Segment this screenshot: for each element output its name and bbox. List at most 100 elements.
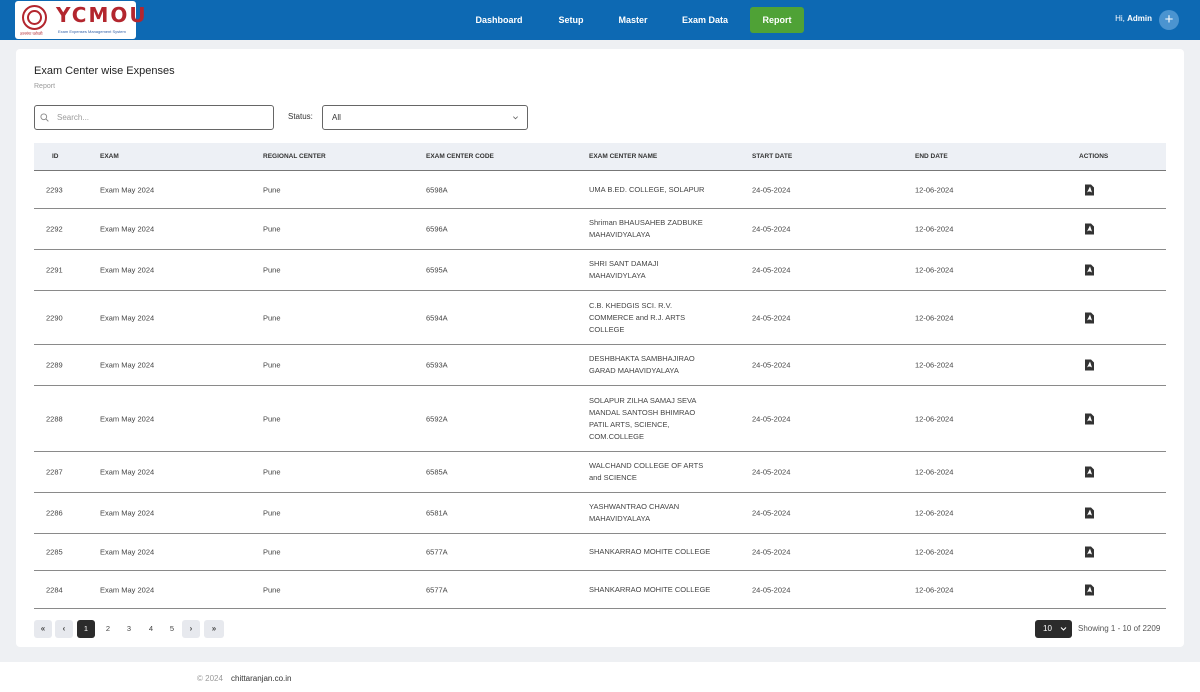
pdf-icon[interactable] [1085, 584, 1094, 595]
pdf-icon[interactable] [1085, 413, 1094, 424]
nav-setup[interactable]: Setup [558, 15, 584, 25]
col-start-date: START DATE [752, 153, 793, 160]
university-emblem-icon [22, 5, 47, 30]
cell-center-name: C.B. KHEDGIS SCI. R.V. COMMERCE and R.J.… [589, 300, 686, 334]
cell-id: 2286 [46, 508, 63, 518]
cell-code: 6598A [426, 185, 448, 195]
table-row: 2284 Exam May 2024 Pune 6577A SHANKARRAO… [34, 571, 1166, 609]
cell-end-date: 12-06-2024 [915, 414, 954, 423]
cell-end-date: 12-06-2024 [915, 508, 954, 518]
pdf-icon[interactable] [1085, 507, 1094, 519]
copyright-text: © 2024 [197, 674, 223, 683]
cell-exam: Exam May 2024 [100, 185, 155, 195]
cell-code: 6577A [426, 585, 448, 594]
search-input[interactable] [57, 110, 267, 125]
ycmou-logo[interactable]: ज्ञानगंगा घरोघरी YCMOU Exam Expenses Man… [15, 1, 146, 39]
report-card: Exam Center wise Expenses Report Status:… [16, 49, 1184, 647]
cell-center-name: UMA B.ED. COLLEGE, SOLAPUR [589, 185, 705, 194]
per-page-select[interactable]: 10 [1035, 620, 1072, 638]
cell-id: 2284 [46, 585, 63, 594]
cell-id: 2287 [46, 467, 63, 477]
next-page-button[interactable]: › [182, 620, 200, 638]
logo-title: YCMOU [56, 3, 148, 27]
page-1-button[interactable]: 1 [77, 620, 95, 638]
cell-end-date: 12-06-2024 [915, 185, 954, 195]
last-page-button[interactable]: » [204, 620, 224, 638]
page-5-button[interactable]: 5 [169, 624, 175, 633]
table-row: 2291 Exam May 2024 Pune 6595A SHRI SANT … [34, 250, 1166, 291]
cell-id: 2288 [46, 414, 63, 423]
nav-exam-data[interactable]: Exam Data [681, 15, 729, 25]
pdf-icon[interactable] [1085, 546, 1094, 558]
status-label: Status: [288, 112, 313, 121]
cell-start-date: 24-05-2024 [752, 265, 791, 275]
cell-start-date: 24-05-2024 [752, 585, 791, 594]
cell-region: Pune [263, 547, 281, 557]
nav-master[interactable]: Master [618, 15, 648, 25]
nav-report[interactable]: Report [750, 7, 804, 33]
cell-end-date: 12-06-2024 [915, 467, 954, 477]
cell-exam: Exam May 2024 [100, 508, 155, 518]
cell-region: Pune [263, 185, 281, 195]
cell-center-name: SHANKARRAO MOHITE COLLEGE [589, 584, 711, 594]
top-navbar: ज्ञानगंगा घरोघरी YCMOU Exam Expenses Man… [0, 0, 1200, 40]
table-row: 2286 Exam May 2024 Pune 6581A YASHWANTRA… [34, 493, 1166, 534]
greeting-text: Hi, [1115, 14, 1125, 23]
pdf-icon[interactable] [1085, 264, 1094, 276]
page-3-button[interactable]: 3 [126, 624, 132, 633]
col-actions: ACTIONS [1079, 153, 1109, 160]
cell-start-date: 24-05-2024 [752, 547, 791, 557]
page-subtitle: Report [34, 83, 56, 90]
cell-id: 2293 [46, 185, 63, 195]
table-row: 2293 Exam May 2024 Pune 6598A UMA B.ED. … [34, 172, 1166, 209]
page-4-button[interactable]: 4 [148, 624, 154, 633]
cell-region: Pune [263, 224, 281, 234]
showing-count: Showing 1 - 10 of 2209 [1078, 624, 1161, 633]
cell-start-date: 24-05-2024 [752, 414, 791, 423]
nav-dashboard[interactable]: Dashboard [475, 15, 523, 25]
cell-center-name: DESHBHAKTA SAMBHAJIRAO GARAD MAHAVIDYALA… [589, 354, 695, 375]
search-field[interactable] [34, 105, 274, 130]
cell-code: 6594A [426, 313, 448, 322]
cell-end-date: 12-06-2024 [915, 265, 954, 275]
col-exam-center-name: EXAM CENTER NAME [589, 153, 658, 160]
cell-exam: Exam May 2024 [100, 265, 155, 275]
cell-code: 6595A [426, 265, 448, 275]
cell-end-date: 12-06-2024 [915, 585, 954, 594]
pdf-icon[interactable] [1085, 359, 1094, 371]
footer: © 2024 chittaranjan.co.in [0, 662, 1200, 692]
table-row: 2287 Exam May 2024 Pune 6585A WALCHAND C… [34, 452, 1166, 493]
cell-center-name: WALCHAND COLLEGE OF ARTS and SCIENCE [589, 461, 704, 482]
pdf-icon[interactable] [1085, 223, 1094, 235]
cell-start-date: 24-05-2024 [752, 185, 791, 195]
cell-end-date: 12-06-2024 [915, 360, 954, 370]
page-2-button[interactable]: 2 [105, 624, 111, 633]
status-select[interactable]: All [322, 105, 528, 130]
cell-region: Pune [263, 313, 281, 322]
cell-exam: Exam May 2024 [100, 547, 155, 557]
add-button[interactable]: + [1159, 10, 1179, 30]
cell-code: 6581A [426, 508, 448, 518]
cell-id: 2290 [46, 313, 63, 322]
cell-code: 6577A [426, 547, 448, 557]
pdf-icon[interactable] [1085, 466, 1094, 478]
prev-page-button[interactable]: ‹ [55, 620, 73, 638]
pdf-icon[interactable] [1085, 312, 1094, 323]
table-header: ID EXAM REGIONAL CENTER EXAM CENTER CODE… [34, 143, 1166, 171]
chevron-down-icon [513, 116, 518, 120]
first-page-button[interactable]: « [34, 620, 52, 638]
cell-region: Pune [263, 360, 281, 370]
per-page-value: 10 [1043, 624, 1052, 633]
table-row: 2290 Exam May 2024 Pune 6594A C.B. KHEDG… [34, 291, 1166, 345]
cell-region: Pune [263, 467, 281, 477]
page-title: Exam Center wise Expenses [34, 65, 175, 77]
cell-region: Pune [263, 265, 281, 275]
cell-id: 2289 [46, 360, 63, 370]
pdf-icon[interactable] [1085, 184, 1094, 196]
cell-end-date: 12-06-2024 [915, 224, 954, 234]
footer-link[interactable]: chittaranjan.co.in [231, 674, 292, 683]
cell-id: 2292 [46, 224, 63, 234]
cell-center-name: YASHWANTRAO CHAVAN MAHAVIDYALAYA [589, 502, 680, 523]
user-greeting: Hi, Admin [1100, 14, 1152, 23]
cell-exam: Exam May 2024 [100, 313, 155, 322]
